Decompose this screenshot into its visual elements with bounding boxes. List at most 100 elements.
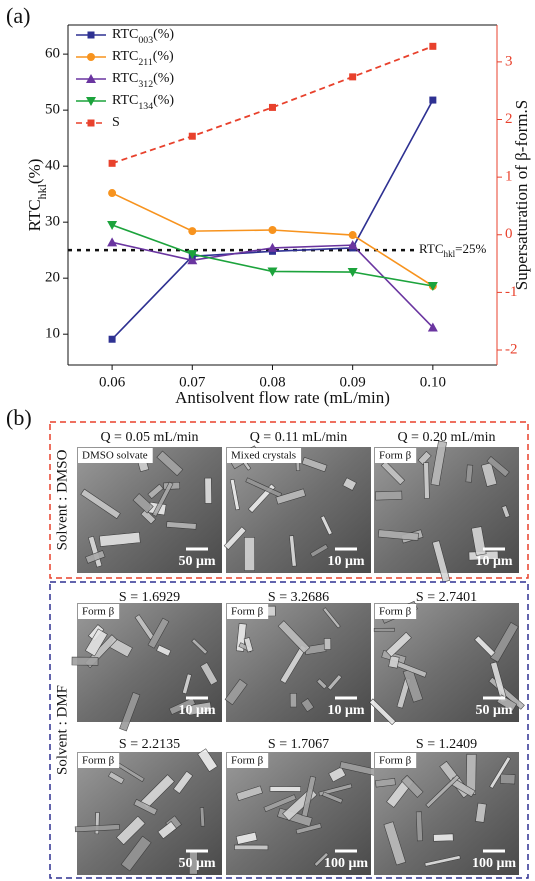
marker bbox=[86, 74, 96, 83]
image-tag: Form β bbox=[231, 755, 264, 767]
crystal-shape bbox=[424, 855, 461, 867]
marker bbox=[429, 96, 437, 104]
y-tick-label: 30 bbox=[45, 214, 60, 230]
x-tick-label: 0.09 bbox=[340, 374, 366, 390]
reference-label-part: RTC bbox=[419, 241, 444, 256]
crystal-shape bbox=[152, 481, 174, 517]
y-tick-label: 40 bbox=[45, 158, 60, 174]
marker bbox=[349, 73, 357, 81]
crystal-shape bbox=[321, 791, 344, 804]
image-tag: Form β bbox=[82, 606, 115, 618]
marker bbox=[87, 53, 95, 61]
legend-label-part: 003 bbox=[138, 35, 153, 46]
image-tag: Form β bbox=[379, 450, 412, 462]
image-caption: S = 1.7067 bbox=[268, 737, 329, 752]
crystal-shape bbox=[289, 692, 297, 708]
crystal-shape bbox=[432, 540, 451, 583]
panel-label: (a) bbox=[6, 3, 30, 28]
crystal-shape bbox=[236, 785, 263, 801]
crystal-shape bbox=[245, 477, 283, 498]
crystal-shape bbox=[383, 821, 407, 866]
crystal-shape bbox=[235, 831, 258, 845]
series-line bbox=[111, 99, 434, 340]
crystal-shape bbox=[490, 621, 519, 663]
crystal-shape bbox=[197, 748, 218, 773]
crystal-shape bbox=[182, 673, 192, 695]
image-tag-box bbox=[375, 753, 417, 768]
marker bbox=[108, 189, 117, 198]
legend-label-part: (%) bbox=[153, 27, 174, 42]
sem-image bbox=[226, 603, 371, 722]
crystal-shape bbox=[147, 483, 164, 499]
crystal-shape bbox=[166, 521, 197, 530]
marker bbox=[87, 119, 95, 127]
marker bbox=[187, 255, 198, 265]
crystal-shape bbox=[229, 478, 240, 511]
crystal-shape bbox=[244, 536, 256, 571]
legend-label-part: 211 bbox=[138, 57, 152, 68]
y2-tick-label: 2 bbox=[505, 111, 513, 127]
crystal-shape bbox=[433, 833, 454, 842]
crystal-shape bbox=[374, 777, 396, 788]
marker bbox=[429, 42, 437, 50]
scale-label: 50 μm bbox=[178, 856, 215, 871]
crystal-shape bbox=[385, 631, 412, 658]
crystal-shape bbox=[277, 620, 311, 654]
crystal-shape bbox=[320, 515, 333, 536]
crystal-shape bbox=[116, 815, 146, 846]
legend-label-part: RTC bbox=[112, 71, 138, 86]
crystal-shape bbox=[99, 531, 141, 547]
legend-label-part: RTC bbox=[112, 27, 138, 42]
crystal-shape bbox=[480, 462, 498, 487]
marker bbox=[107, 220, 118, 230]
image-tag-box bbox=[78, 753, 120, 768]
legend-label-part: RTC bbox=[112, 93, 138, 108]
marker bbox=[267, 267, 278, 277]
image-tag-box bbox=[375, 448, 417, 463]
x-tick-label: 0.06 bbox=[99, 374, 126, 390]
crystal-shape bbox=[465, 464, 474, 483]
marker bbox=[187, 250, 198, 260]
reference-label-part: =25% bbox=[455, 241, 486, 256]
x-axis-label: Antisolvent flow rate (mL/min) bbox=[175, 388, 390, 407]
y-axis-label-part: (%) bbox=[25, 159, 44, 184]
crystal-shape bbox=[486, 455, 510, 478]
marker bbox=[267, 242, 278, 252]
crystal-shape bbox=[132, 493, 154, 514]
y2-tick-label: 1 bbox=[505, 169, 513, 185]
crystal-shape bbox=[140, 509, 157, 525]
image-tag: Form β bbox=[231, 606, 264, 618]
y2-tick-label: 0 bbox=[505, 226, 513, 242]
marker bbox=[108, 159, 116, 167]
crystal-shape bbox=[263, 794, 297, 813]
crystal-shape bbox=[323, 638, 332, 650]
image-tag: DMSO solvate bbox=[82, 450, 148, 462]
crystal-shape bbox=[275, 488, 306, 505]
marker bbox=[347, 240, 358, 250]
y-tick-label: 20 bbox=[45, 270, 60, 286]
legend-label: RTC134(%) bbox=[112, 93, 174, 112]
image-tag: Form β bbox=[379, 755, 412, 767]
y-tick-label: 50 bbox=[45, 102, 60, 118]
crystal-shape bbox=[173, 770, 194, 794]
legend-label-part: (%) bbox=[153, 93, 174, 108]
crystal-shape bbox=[489, 756, 512, 789]
crystal-shape bbox=[369, 698, 396, 726]
x-tick-label: 0.07 bbox=[179, 374, 206, 390]
marker bbox=[427, 282, 438, 292]
series-line bbox=[111, 45, 434, 165]
crystal-shape bbox=[474, 635, 496, 657]
crystal-shape bbox=[71, 656, 99, 666]
legend-label-part: (%) bbox=[153, 49, 174, 64]
crystal-shape bbox=[300, 698, 315, 713]
panel-label: (b) bbox=[6, 405, 32, 430]
image-tag: Form β bbox=[82, 755, 115, 767]
scale-label: 100 μm bbox=[324, 856, 368, 871]
image-caption: S = 3.2686 bbox=[268, 590, 329, 605]
crystal-shape bbox=[377, 529, 419, 541]
scale-label: 10 μm bbox=[327, 554, 364, 569]
crystal-shape bbox=[186, 701, 213, 716]
legend-label-part: (%) bbox=[153, 71, 174, 86]
image-caption: Q = 0.05 mL/min bbox=[100, 430, 198, 445]
crystal-shape bbox=[465, 753, 477, 795]
